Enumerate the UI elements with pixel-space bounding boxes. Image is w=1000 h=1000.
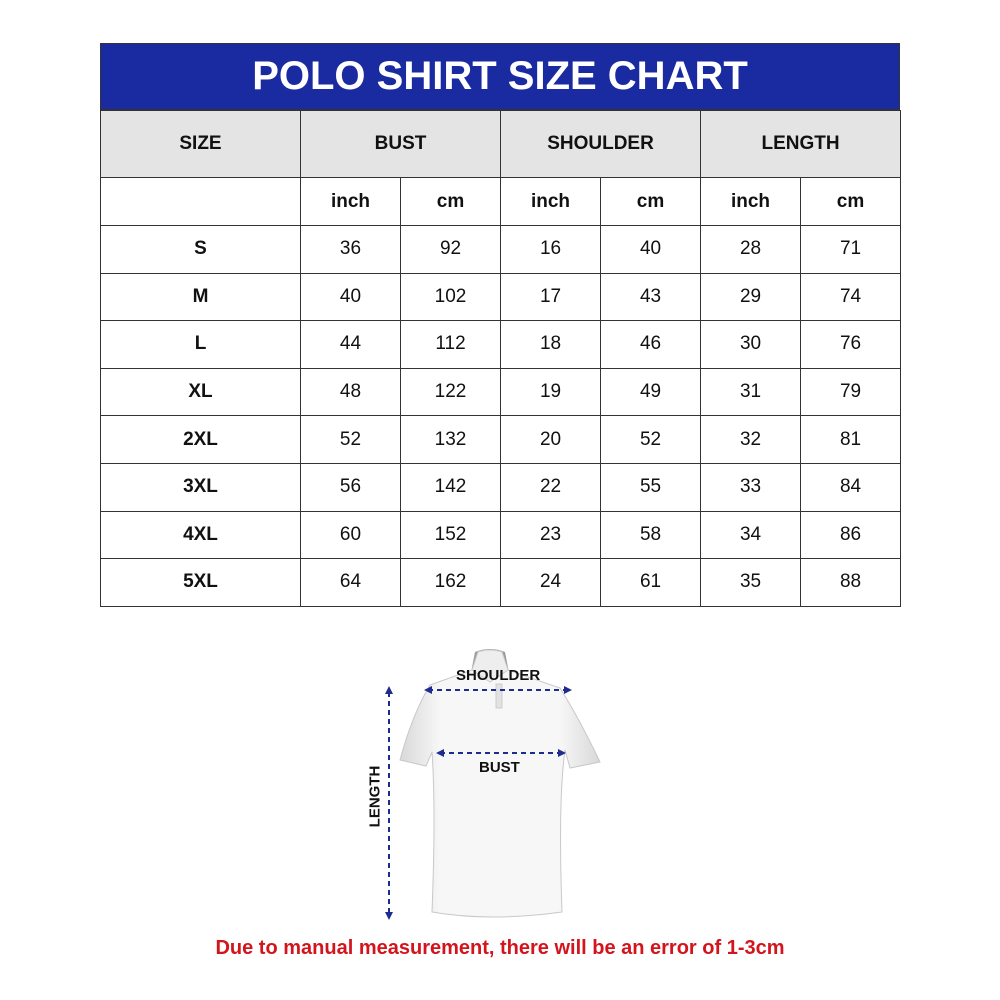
unit-cell: inch xyxy=(300,177,401,226)
value-cell: 122 xyxy=(399,367,502,417)
table-row: 3XL 56 142 22 55 33 84 xyxy=(100,462,902,512)
table-row: 5XL 64 162 24 61 35 88 xyxy=(100,558,902,607)
value-cell: 46 xyxy=(600,320,702,369)
value-cell: 44 xyxy=(300,320,401,369)
table-row: L 44 112 18 46 30 76 xyxy=(100,320,902,369)
size-cell: L xyxy=(100,320,301,369)
value-cell: 56 xyxy=(300,462,401,512)
value-cell: 74 xyxy=(800,272,902,322)
value-cell: 17 xyxy=(500,272,602,322)
value-cell: 40 xyxy=(300,272,401,322)
value-cell: 162 xyxy=(399,558,502,607)
size-cell: 2XL xyxy=(100,415,301,464)
value-cell: 142 xyxy=(399,462,502,512)
value-cell: 29 xyxy=(700,272,802,322)
unit-blank xyxy=(100,177,301,226)
value-cell: 61 xyxy=(600,558,702,607)
value-cell: 28 xyxy=(700,225,802,274)
value-cell: 35 xyxy=(700,558,802,607)
header-shoulder: SHOULDER xyxy=(500,110,702,178)
value-cell: 132 xyxy=(399,415,502,464)
length-label: LENGTH xyxy=(366,765,384,828)
unit-cell: cm xyxy=(800,177,902,226)
value-cell: 64 xyxy=(300,558,401,607)
polo-shirt-image xyxy=(385,649,601,920)
value-cell: 84 xyxy=(800,462,902,512)
value-cell: 55 xyxy=(600,462,702,512)
value-cell: 31 xyxy=(700,367,802,417)
value-cell: 20 xyxy=(500,415,602,464)
shoulder-label: SHOULDER xyxy=(456,667,541,684)
header-size: SIZE xyxy=(100,110,301,178)
value-cell: 23 xyxy=(500,510,602,560)
value-cell: 88 xyxy=(800,558,902,607)
value-cell: 48 xyxy=(300,367,401,417)
table-row: 4XL 60 152 23 58 34 86 xyxy=(100,510,902,560)
value-cell: 19 xyxy=(500,367,602,417)
value-cell: 112 xyxy=(399,320,502,369)
table-row: 2XL 52 132 20 52 32 81 xyxy=(100,415,902,464)
value-cell: 79 xyxy=(800,367,902,417)
size-cell: M xyxy=(100,272,301,322)
chart-title: POLO SHIRT SIZE CHART xyxy=(100,43,900,110)
value-cell: 30 xyxy=(700,320,802,369)
value-cell: 33 xyxy=(700,462,802,512)
value-cell: 43 xyxy=(600,272,702,322)
table-row: S 36 92 16 40 28 71 xyxy=(100,225,902,274)
bust-label: BUST xyxy=(479,759,520,776)
value-cell: 76 xyxy=(800,320,902,369)
table-row: XL 48 122 19 49 31 79 xyxy=(100,367,902,417)
unit-row: inch cm inch cm inch cm xyxy=(100,177,902,226)
value-cell: 24 xyxy=(500,558,602,607)
header-bust: BUST xyxy=(299,110,502,178)
value-cell: 32 xyxy=(700,415,802,464)
value-cell: 16 xyxy=(500,225,602,274)
unit-cell: inch xyxy=(700,177,802,226)
value-cell: 34 xyxy=(700,510,802,560)
size-cell: XL xyxy=(100,367,301,417)
unit-cell: inch xyxy=(500,177,602,226)
measurement-note: Due to manual measurement, there will be… xyxy=(215,937,785,959)
value-cell: 60 xyxy=(300,510,401,560)
size-cell: 4XL xyxy=(100,510,301,560)
value-cell: 71 xyxy=(800,225,902,274)
value-cell: 18 xyxy=(500,320,602,369)
value-cell: 81 xyxy=(800,415,902,464)
unit-cell: cm xyxy=(399,177,502,226)
header-length: LENGTH xyxy=(700,110,902,178)
value-cell: 49 xyxy=(600,367,702,417)
value-cell: 86 xyxy=(800,510,902,560)
shirt-diagram: SHOULDER BUST LENGTH xyxy=(360,640,620,930)
value-cell: 58 xyxy=(600,510,702,560)
value-cell: 52 xyxy=(600,415,702,464)
size-cell: S xyxy=(100,225,301,274)
size-table: SIZE BUST SHOULDER LENGTH inch cm inch c… xyxy=(100,110,902,607)
value-cell: 152 xyxy=(399,510,502,560)
size-cell: 5XL xyxy=(100,558,301,607)
size-cell: 3XL xyxy=(100,462,301,512)
value-cell: 52 xyxy=(300,415,401,464)
value-cell: 102 xyxy=(399,272,502,322)
value-cell: 22 xyxy=(500,462,602,512)
table-row: M 40 102 17 43 29 74 xyxy=(100,272,902,322)
unit-cell: cm xyxy=(600,177,702,226)
value-cell: 36 xyxy=(300,225,401,274)
value-cell: 40 xyxy=(600,225,702,274)
value-cell: 92 xyxy=(399,225,502,274)
